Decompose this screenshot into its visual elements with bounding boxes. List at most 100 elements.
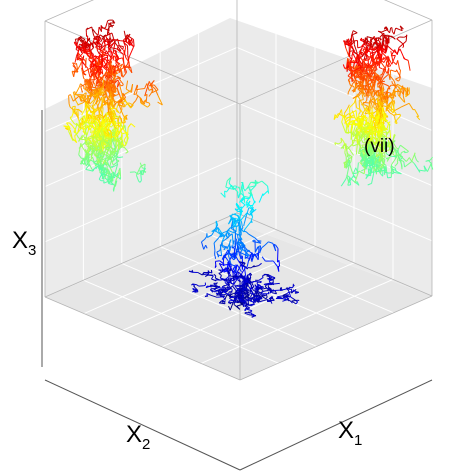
trajectory-segment: [115, 157, 118, 165]
trajectory-segment: [361, 92, 364, 100]
trajectory-segment: [260, 293, 263, 296]
trajectory-segment: [369, 168, 372, 176]
trajectory-segment: [92, 28, 96, 34]
trajectory-segment: [240, 213, 242, 216]
trajectory-segment: [343, 40, 345, 43]
trajectory-segment: [259, 245, 262, 252]
trajectory-segment: [89, 51, 92, 60]
trajectory-segment: [88, 88, 95, 91]
trajectory-segment: [375, 130, 383, 133]
trajectory-segment: [106, 66, 111, 71]
trajectory-segment: [91, 65, 97, 76]
trajectory-segment: [103, 59, 110, 68]
trajectory-segment: [103, 122, 106, 127]
trajectory-segment: [106, 38, 109, 43]
trajectory-segment: [384, 144, 389, 154]
trajectory-segment: [107, 37, 111, 41]
trajectory-segment: [96, 161, 100, 165]
trajectory-segment: [114, 55, 119, 65]
trajectory-segment: [358, 76, 367, 82]
trajectory-segment: [96, 132, 100, 138]
trajectory-segment: [119, 115, 123, 124]
trajectory-segment: [228, 232, 232, 236]
trajectory-segment: [392, 91, 397, 97]
trajectory-segment: [108, 145, 112, 152]
trajectory-segment: [221, 252, 229, 260]
trajectory-segment: [347, 79, 351, 83]
trajectory-segment: [334, 142, 336, 146]
trajectory-segment: [122, 93, 127, 98]
trajectory-segment: [125, 80, 129, 90]
trajectory-segment: [74, 41, 79, 49]
trajectory-segment: [123, 67, 126, 74]
trajectory-segment: [108, 135, 112, 139]
trajectory-segment: [109, 47, 117, 50]
trajectory-segment: [74, 86, 80, 96]
trajectory-segment: [102, 53, 109, 57]
trajectory-segment: [385, 84, 389, 87]
trajectory-segment: [396, 154, 400, 161]
trajectory-segment: [197, 272, 203, 276]
trajectory-segment: [157, 101, 163, 106]
trajectory-segment: [366, 131, 370, 139]
trajectory-segment: [79, 49, 83, 52]
trajectory-segment: [147, 104, 151, 108]
trajectory-segment: [113, 146, 118, 154]
trajectory-segment: [354, 170, 360, 184]
trajectory-segment: [151, 85, 156, 90]
trajectory-segment: [286, 288, 289, 291]
trajectory-segment: [107, 103, 110, 106]
trajectory-segment: [366, 44, 372, 48]
trajectory-segment: [69, 129, 73, 139]
trajectory-segment: [215, 220, 219, 226]
trajectory-segment: [386, 99, 389, 101]
trajectory-segment: [380, 132, 383, 138]
trajectory-segment: [246, 182, 252, 189]
trajectory-segment: [196, 284, 199, 287]
trajectory-segment: [355, 110, 358, 119]
trajectory-segment: [370, 71, 375, 78]
trajectory-segment: [234, 286, 239, 291]
trajectory-segment: [238, 224, 241, 227]
trajectory-segment: [250, 265, 255, 269]
trajectory-segment: [128, 33, 131, 36]
trajectory-segment: [111, 32, 115, 40]
trajectory-segment: [228, 217, 234, 225]
trajectory-segment: [117, 138, 122, 148]
trajectory-segment: [356, 130, 358, 140]
trajectory-segment: [383, 74, 388, 79]
trajectory-segment: [353, 44, 358, 52]
trajectory-segment: [231, 223, 235, 234]
trajectory-segment: [233, 273, 238, 279]
trajectory-segment: [106, 167, 110, 171]
trajectory-segment: [115, 57, 123, 61]
trajectory-segment: [133, 89, 136, 95]
trajectory-segment: [120, 68, 124, 78]
trajectory-segment: [373, 158, 376, 164]
trajectory-segment: [381, 70, 386, 79]
trajectory-segment: [368, 138, 374, 142]
trajectory-segment: [76, 127, 83, 135]
grid-line: [161, 262, 355, 348]
trajectory-segment: [403, 161, 406, 168]
trajectory-segment: [392, 83, 395, 86]
trajectory-segment: [91, 61, 96, 67]
trajectory-segment: [351, 120, 356, 127]
trajectory-segment: [403, 87, 409, 96]
trajectory-segment: [240, 200, 246, 206]
trajectory-segment: [85, 161, 90, 167]
trajectory-segment: [96, 130, 99, 132]
trajectory-segment: [115, 135, 118, 138]
trajectory-segment: [139, 170, 144, 176]
trajectory-segment: [272, 260, 278, 267]
trajectory-segment: [114, 66, 119, 78]
trajectory-segment: [228, 295, 231, 298]
trajectory-segment: [344, 152, 347, 158]
trajectory-segment: [402, 89, 405, 96]
trajectory-segment: [367, 50, 373, 54]
trajectory-segment: [394, 106, 402, 112]
trajectory-segment: [109, 41, 116, 49]
trajectory-segment: [236, 219, 241, 222]
trajectory-segment: [345, 124, 348, 129]
trajectory-segment: [350, 84, 355, 87]
